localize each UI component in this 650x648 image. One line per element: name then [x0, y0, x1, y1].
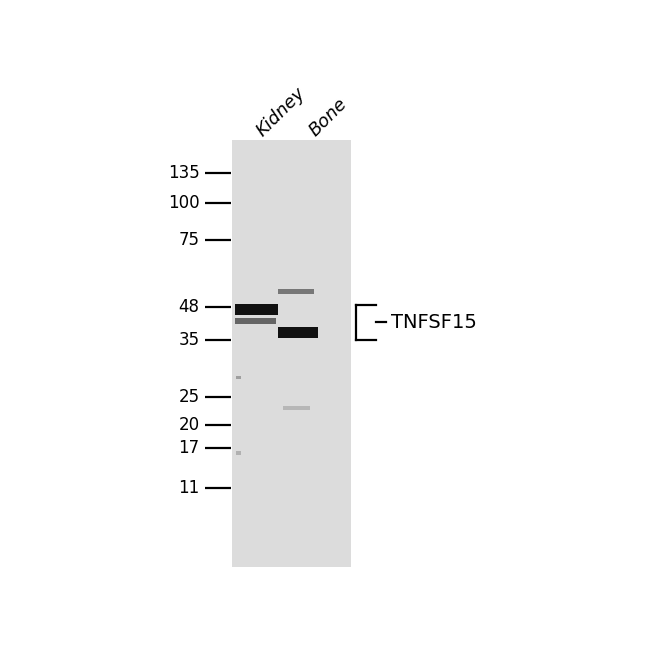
Text: 17: 17	[179, 439, 200, 457]
Bar	[278, 288, 314, 294]
Text: 48: 48	[179, 298, 200, 316]
Bar	[235, 318, 276, 324]
Text: TNFSF15: TNFSF15	[391, 313, 477, 332]
Text: 100: 100	[168, 194, 200, 211]
Text: 11: 11	[178, 479, 200, 497]
Bar	[237, 451, 241, 455]
Bar	[237, 376, 241, 378]
Bar	[235, 305, 278, 316]
Text: 20: 20	[179, 415, 200, 434]
Text: 135: 135	[168, 163, 200, 181]
Text: Kidney: Kidney	[252, 84, 309, 140]
Text: 25: 25	[179, 388, 200, 406]
Text: 35: 35	[179, 330, 200, 349]
Bar	[233, 140, 351, 567]
Bar	[283, 406, 311, 410]
Bar	[278, 327, 318, 338]
Text: Bone: Bone	[306, 95, 350, 140]
Text: 75: 75	[179, 231, 200, 249]
